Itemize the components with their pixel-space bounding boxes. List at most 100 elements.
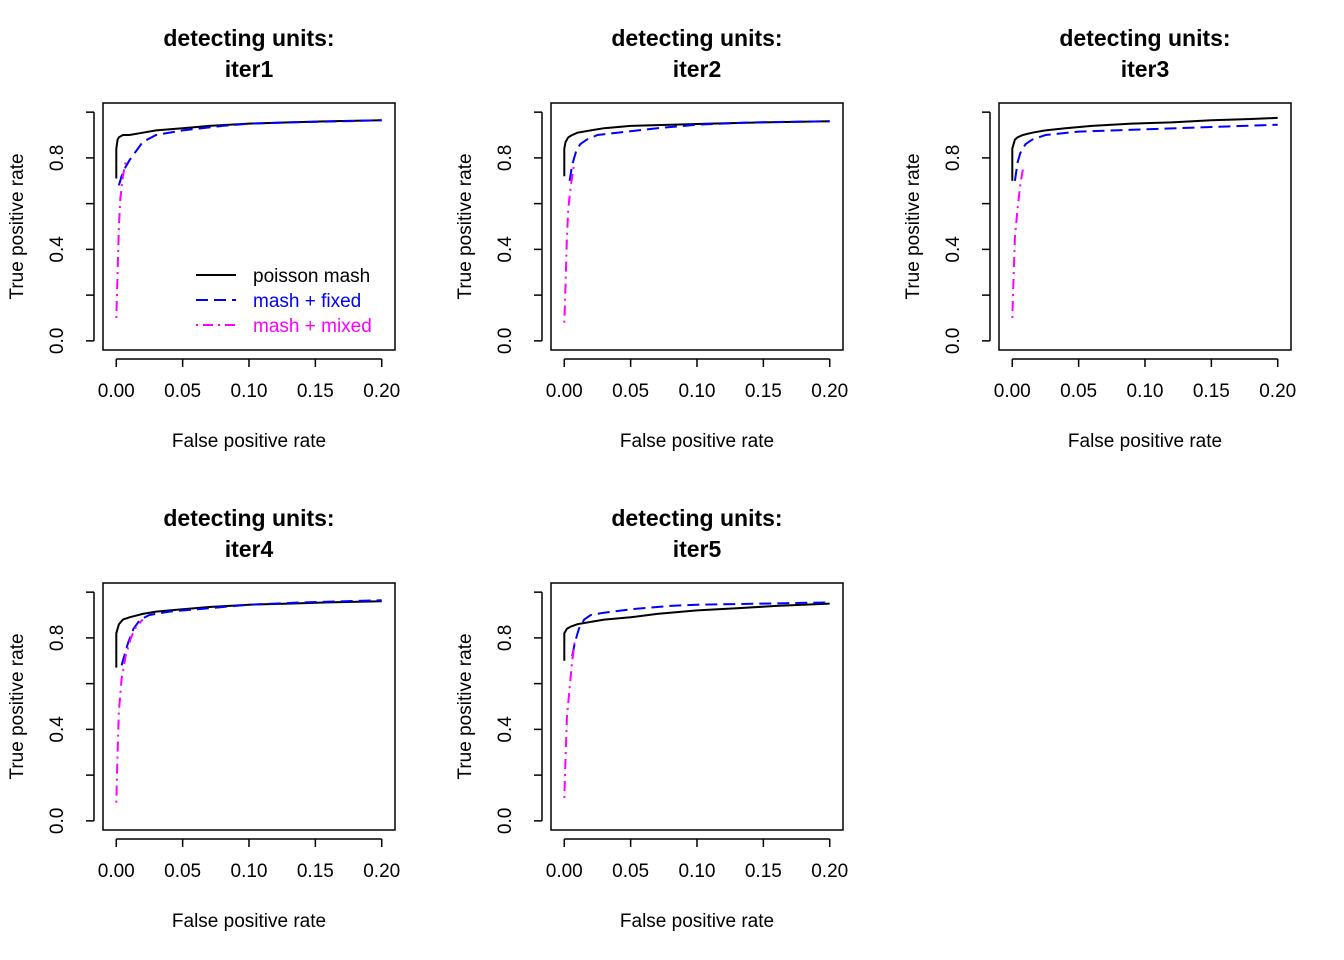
plot-frame	[102, 102, 396, 351]
chart-title-line-1: detecting units:	[611, 25, 782, 51]
legend-label: poisson mash	[253, 266, 370, 287]
x-tick-label: 0.15	[1193, 381, 1230, 402]
x-axis: 0.00 0.05 0.10 0.15 0.20 False positive rate	[546, 358, 848, 452]
x-axis-label: False positive rate	[620, 911, 774, 932]
x-tick-label: 0.15	[745, 381, 782, 402]
y-tick-label: 0.4	[943, 236, 964, 263]
plot-frame	[550, 582, 844, 831]
x-axis-label: False positive rate	[172, 431, 326, 452]
y-tick-label: 0.4	[495, 716, 516, 743]
x-tick-label: 0.10	[231, 381, 268, 402]
y-tick-label: 0.0	[47, 808, 68, 834]
y-tick-label: 0.0	[495, 328, 516, 354]
series-line-mash-fixed	[571, 601, 830, 657]
x-tick-label: 0.10	[679, 381, 716, 402]
panel-5: detecting units: iter5 0.00 0.05 0.10 0.15 0.2…	[455, 505, 848, 932]
panel-3: detecting units: iter3 0.00 0.05 0.10 0.15 0.2…	[903, 25, 1296, 452]
series-line-mash-mixed	[563, 166, 575, 323]
y-tick-label: 0.8	[943, 145, 964, 171]
x-tick-label: 0.15	[297, 861, 334, 882]
y-tick-label: 0.8	[495, 625, 516, 651]
x-tick-label: 0.20	[363, 381, 400, 402]
series-line-poisson-mash	[115, 600, 382, 668]
series-line-mash-fixed	[568, 120, 830, 181]
x-axis-label: False positive rate	[620, 431, 774, 452]
x-tick-label: 0.00	[98, 381, 135, 402]
y-tick-label: 0.0	[47, 328, 68, 354]
x-tick-label: 0.05	[164, 861, 201, 882]
x-tick-label: 0.05	[1060, 381, 1097, 402]
legend-label: mash + mixed	[253, 316, 372, 337]
y-axis: 0.0 0.4 0.8 True positive rate	[7, 111, 95, 354]
x-axis: 0.00 0.05 0.10 0.15 0.20 False positive rate	[98, 358, 400, 452]
chart-title-line-2: iter1	[225, 56, 274, 82]
plot-frame	[102, 582, 396, 831]
y-tick-label: 0.8	[47, 625, 68, 651]
y-tick-label: 0.4	[47, 236, 68, 263]
x-tick-label: 0.20	[811, 861, 848, 882]
y-tick-label: 0.0	[495, 808, 516, 834]
plot-frame	[550, 102, 844, 351]
legend-label: mash + fixed	[253, 291, 361, 312]
y-tick-label: 0.4	[495, 236, 516, 263]
y-axis-label: True positive rate	[455, 633, 476, 779]
x-tick-label: 0.20	[1259, 381, 1296, 402]
chart-title-line-1: detecting units:	[1059, 25, 1230, 51]
chart-title-line-2: iter4	[225, 536, 274, 562]
series-line-poisson-mash	[115, 119, 382, 179]
x-tick-label: 0.10	[679, 861, 716, 882]
chart-title-line-1: detecting units:	[163, 505, 334, 531]
y-tick-label: 0.8	[495, 145, 516, 171]
chart-title-line-2: iter2	[673, 56, 722, 82]
y-axis: 0.0 0.4 0.8 True positive rate	[455, 111, 543, 354]
series-line-mash-mixed	[115, 162, 127, 319]
x-tick-label: 0.00	[994, 381, 1031, 402]
y-axis-label: True positive rate	[903, 153, 924, 299]
x-tick-label: 0.20	[363, 861, 400, 882]
y-tick-label: 0.8	[47, 145, 68, 171]
y-axis: 0.0 0.4 0.8 True positive rate	[903, 111, 991, 354]
x-axis: 0.00 0.05 0.10 0.15 0.20 False positive rate	[546, 838, 848, 932]
series-line-poisson-mash	[1011, 116, 1278, 181]
x-tick-label: 0.15	[297, 381, 334, 402]
y-tick-label: 0.4	[47, 716, 68, 743]
series-line-mash-fixed	[120, 599, 382, 666]
x-axis-label: False positive rate	[1068, 431, 1222, 452]
x-tick-label: 0.20	[811, 381, 848, 402]
legend: poisson mash mash + fixed mash + mixed	[196, 266, 372, 337]
chart-title-line-2: iter3	[1121, 56, 1170, 82]
series-line-mash-mixed	[115, 618, 144, 803]
chart-title-line-1: detecting units:	[163, 25, 334, 51]
y-axis: 0.0 0.4 0.8 True positive rate	[455, 591, 543, 834]
plot-frame	[998, 102, 1292, 351]
chart-title-line-2: iter5	[673, 536, 722, 562]
y-axis-label: True positive rate	[455, 153, 476, 299]
x-tick-label: 0.00	[546, 381, 583, 402]
y-tick-label: 0.0	[943, 328, 964, 354]
x-tick-label: 0.00	[546, 861, 583, 882]
x-tick-label: 0.00	[98, 861, 135, 882]
x-tick-label: 0.15	[745, 861, 782, 882]
series-line-poisson-mash	[563, 120, 830, 177]
panel-2: detecting units: iter2 0.00 0.05 0.10 0.15 0.2…	[455, 25, 848, 452]
x-tick-label: 0.05	[612, 381, 649, 402]
x-tick-label: 0.10	[1127, 381, 1164, 402]
panel-4: detecting units: iter4 0.00 0.05 0.10 0.15 0.2…	[7, 505, 400, 932]
series-line-poisson-mash	[563, 602, 830, 661]
series-line-mash-fixed	[1013, 123, 1278, 181]
series-line-mash-mixed	[1011, 169, 1024, 319]
chart-title-line-1: detecting units:	[611, 505, 782, 531]
x-tick-label: 0.10	[231, 861, 268, 882]
x-axis-label: False positive rate	[172, 911, 326, 932]
y-axis: 0.0 0.4 0.8 True positive rate	[7, 591, 95, 834]
y-axis-label: True positive rate	[7, 153, 28, 299]
panel-1: detecting units: iter1 0.00 0.05 0.10 0.15 0.2…	[7, 25, 400, 452]
x-axis: 0.00 0.05 0.10 0.15 0.20 False positive rate	[98, 838, 400, 932]
series-line-mash-mixed	[563, 640, 576, 799]
y-axis-label: True positive rate	[7, 633, 28, 779]
x-tick-label: 0.05	[164, 381, 201, 402]
series-line-mash-fixed	[117, 119, 382, 186]
x-axis: 0.00 0.05 0.10 0.15 0.20 False positive rate	[994, 358, 1296, 452]
x-tick-label: 0.05	[612, 861, 649, 882]
